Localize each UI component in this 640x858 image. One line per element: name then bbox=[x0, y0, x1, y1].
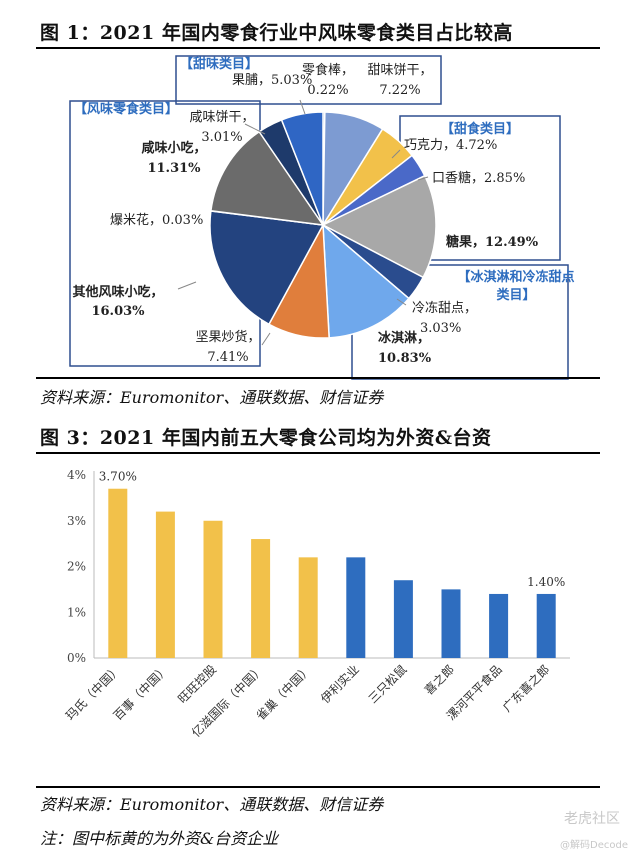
pie-leader-8 bbox=[177, 281, 197, 290]
figure3-note: 注：图中标黄的为外资&台资企业 bbox=[40, 829, 279, 848]
pie-label-4: 糖果，12.49% bbox=[446, 234, 539, 250]
bar-7 bbox=[441, 589, 461, 658]
pie-leader-7 bbox=[261, 332, 271, 346]
pie-group-title-3-line2: 类目】 bbox=[496, 287, 535, 303]
bar-1 bbox=[155, 511, 175, 658]
figure3-source: 资料来源：Euromonitor、通联数据、财信证券 bbox=[40, 795, 384, 814]
pie-leader-lines bbox=[177, 99, 429, 346]
x-tick-label-5: 伊利实业 bbox=[317, 662, 362, 707]
pie-label-value-5: 3.03% bbox=[420, 321, 461, 336]
x-tick-label-6: 三只松鼠 bbox=[366, 662, 410, 706]
pie-label-name-10: 咸味小吃， bbox=[141, 140, 206, 156]
pie-group-title-3: 【冰淇淋和冷冻甜点 bbox=[457, 269, 574, 285]
y-tick-label-2: 2% bbox=[67, 560, 86, 574]
x-tick-label-2: 旺旺控股 bbox=[175, 662, 219, 706]
bar-6 bbox=[393, 580, 413, 658]
data-label-9: 1.40% bbox=[527, 575, 565, 589]
bar-3 bbox=[251, 539, 271, 658]
figure1-title-rule bbox=[36, 47, 600, 49]
figure3-title-rule bbox=[36, 452, 600, 454]
pie-label-3: 口香糖，2.85% bbox=[432, 170, 525, 186]
bar-5 bbox=[346, 557, 366, 658]
pie-label-name-7: 坚果炒货， bbox=[195, 329, 260, 345]
pie-group-title-1: 【甜食类目】 bbox=[441, 121, 519, 137]
figure3-source-rule bbox=[36, 786, 600, 788]
y-tick-label-3: 3% bbox=[67, 514, 86, 528]
pie-label-12: 果脯，5.03% bbox=[232, 73, 312, 88]
pie-label-name-5: 冷冻甜点， bbox=[412, 300, 477, 316]
pie-labels: 零食棒， 0.22% 甜味饼干， 7.22% 巧克力，4.72% 口香糖，2.85% 糖果，… bbox=[72, 62, 538, 366]
pie-leader-5 bbox=[396, 298, 407, 306]
x-tick-label-9: 广东喜之郎 bbox=[500, 662, 552, 714]
y-tick-label-1: 1% bbox=[67, 605, 86, 619]
pie-label-value-11: 3.01% bbox=[201, 130, 242, 145]
pie-slice-8 bbox=[209, 210, 325, 326]
watermark-community: 老虎社区 bbox=[564, 811, 620, 827]
pie-label-value-10: 11.31% bbox=[147, 161, 201, 176]
pie-leader-0 bbox=[299, 99, 306, 115]
pie-chart: 零食棒， 0.22% 甜味饼干， 7.22% 巧克力，4.72% 口香糖，2.85% 糖果，… bbox=[69, 55, 575, 380]
bar-2 bbox=[203, 520, 223, 658]
pie-leader-11 bbox=[244, 123, 266, 135]
figure1-source: 资料来源：Euromonitor、通联数据、财信证券 bbox=[40, 388, 384, 407]
pie-label-9: 爆米花，0.03% bbox=[110, 212, 203, 228]
pie-label-2: 巧克力，4.72% bbox=[404, 138, 497, 153]
pie-label-name-1: 甜味饼干， bbox=[367, 62, 432, 78]
pie-slices bbox=[209, 111, 437, 339]
pie-label-value-8: 16.03% bbox=[91, 304, 145, 319]
pie-label-name-8: 其他风味小吃， bbox=[72, 284, 163, 300]
pie-label-value-0: 0.22% bbox=[307, 83, 348, 98]
pie-group-title-2: 【风味零食类目】 bbox=[74, 101, 178, 117]
pie-label-name-6: 冰淇淋， bbox=[378, 330, 430, 346]
x-tick-label-7: 喜之郎 bbox=[422, 662, 457, 697]
pie-slice-6 bbox=[322, 223, 410, 339]
figure1-title: 图 1：2021 年国内零食行业中风味零食类目占比较高 bbox=[40, 22, 513, 44]
figure1-source-rule bbox=[36, 377, 600, 379]
bar-bars bbox=[108, 488, 556, 658]
bar-4 bbox=[298, 557, 318, 658]
y-tick-labels: 0% 1% 2% 3% 4% bbox=[67, 468, 86, 665]
bar-chart: 0% 1% 2% 3% 4% 玛氏（中国）百事（中国） 旺旺控股亿滋国际（中国）雀巢（中国… bbox=[62, 468, 570, 740]
pie-slice-12 bbox=[280, 111, 324, 226]
pie-label-name-0: 零食棒， bbox=[302, 62, 354, 78]
y-tick-label-4: 4% bbox=[67, 468, 86, 482]
pie-label-value-6: 10.83% bbox=[378, 351, 432, 366]
bar-9 bbox=[536, 593, 556, 658]
box-sweet-flavor bbox=[175, 55, 442, 105]
data-label-0: 3.70% bbox=[99, 470, 137, 484]
pie-label-name-11: 咸味饼干， bbox=[189, 110, 254, 125]
pie-slice-10 bbox=[210, 130, 325, 226]
bar-0 bbox=[108, 488, 128, 658]
y-tick-label-0: 0% bbox=[67, 651, 86, 665]
pie-slice-4 bbox=[321, 174, 437, 279]
pie-leader-3 bbox=[417, 176, 429, 181]
pie-label-value-7: 7.41% bbox=[207, 350, 248, 365]
watermark-handle: @解码Decode bbox=[560, 840, 628, 851]
pie-label-value-1: 7.22% bbox=[379, 83, 420, 98]
bar-8 bbox=[489, 593, 509, 658]
figure3-title: 图 3：2021 年国内前五大零食公司均为外资&台资 bbox=[40, 427, 492, 449]
bar-data-labels: 3.70% 1.40% bbox=[99, 470, 566, 589]
pie-leader-2 bbox=[391, 149, 401, 159]
pie-group-title-0: 【甜味类目】 bbox=[180, 56, 258, 72]
